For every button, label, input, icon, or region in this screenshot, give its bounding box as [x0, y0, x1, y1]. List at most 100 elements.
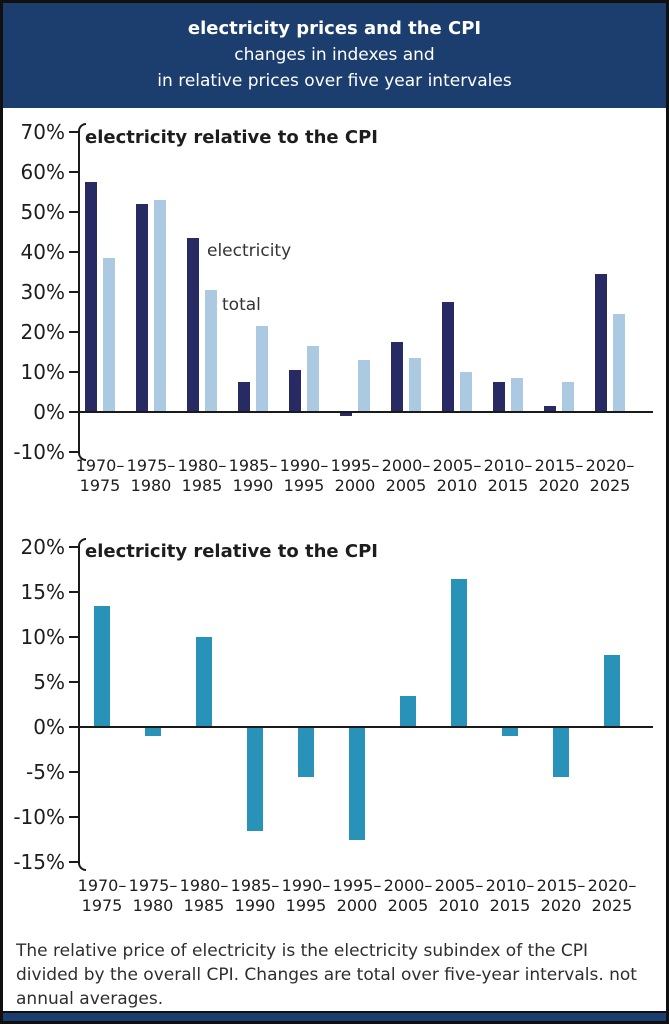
bar-total: [103, 258, 115, 412]
bar-electricity: [493, 382, 505, 412]
chart-index-changes: electricity relative to the CPI 70% 60% 50…: [3, 115, 666, 507]
bar-total: [256, 326, 268, 412]
bar-electricity-relative-to-the-CPI: [553, 727, 569, 777]
bar-total: [562, 382, 574, 412]
y-tick-label: 40%: [20, 240, 65, 264]
x-category-label: 1975– 1980: [126, 456, 176, 495]
bar-electricity-relative-to-the-CPI: [196, 637, 212, 727]
x-category-label: 1975– 1980: [128, 876, 178, 915]
y-axis-tick: [69, 546, 78, 548]
y-axis-tick: [69, 681, 78, 683]
bar-electricity: [136, 204, 148, 412]
x-category-label: 2020– 2025: [585, 456, 635, 495]
y-tick-label: 30%: [20, 280, 65, 304]
y-axis-tick: [69, 771, 78, 773]
bar-electricity-relative-to-the-CPI: [145, 727, 161, 736]
y-axis-tick: [69, 291, 78, 293]
y-axis-tick: [69, 211, 78, 213]
y-tick-label: 60%: [20, 160, 65, 184]
y-axis-tick: [69, 411, 78, 413]
y-axis-tick: [69, 371, 78, 373]
y-axis-tick: [69, 131, 78, 133]
bar-total: [205, 290, 217, 412]
x-category-label: 2015– 2020: [534, 456, 584, 495]
y-tick-label: -10%: [13, 440, 65, 464]
x-axis-baseline: [78, 726, 653, 728]
bar-electricity: [391, 342, 403, 412]
y-axis-tick: [69, 591, 78, 593]
y-axis-tick: [69, 331, 78, 333]
y-axis-bottom-hook: [78, 862, 86, 871]
y-tick-label: 20%: [20, 320, 65, 344]
x-category-label: 1995– 2000: [332, 876, 382, 915]
y-tick-label: 10%: [20, 625, 65, 649]
bar-total: [511, 378, 523, 412]
y-axis-bottom-hook: [78, 452, 86, 461]
header-subtitle-line1: changes in indexes and: [234, 45, 435, 65]
y-tick-label: 70%: [20, 120, 65, 144]
y-tick-label: 10%: [20, 360, 65, 384]
y-tick-label: 50%: [20, 200, 65, 224]
header-title: electricity prices and the CPI: [187, 18, 482, 39]
y-axis-tick: [69, 726, 78, 728]
series-label-total: total: [222, 295, 261, 315]
y-axis-tick: [69, 251, 78, 253]
bar-electricity: [340, 412, 352, 416]
bar-electricity: [289, 370, 301, 412]
x-category-label: 1970– 1975: [75, 456, 125, 495]
bar-electricity-relative-to-the-CPI: [451, 578, 467, 727]
bar-total: [613, 314, 625, 412]
bar-electricity: [238, 382, 250, 412]
bar-total: [358, 360, 370, 412]
y-tick-label: 0%: [33, 715, 65, 739]
x-category-label: 2015– 2020: [536, 876, 586, 915]
x-category-label: 2005– 2010: [432, 456, 482, 495]
bar-electricity-relative-to-the-CPI: [349, 727, 365, 840]
y-tick-label: -10%: [13, 805, 65, 829]
y-axis-tick: [69, 451, 78, 453]
x-category-label: 1980– 1985: [177, 456, 227, 495]
bar-electricity-relative-to-the-CPI: [298, 727, 314, 777]
x-category-label: 1990– 1995: [281, 876, 331, 915]
y-axis-tick: [69, 171, 78, 173]
x-category-label: 2005– 2010: [434, 876, 484, 915]
bar-electricity: [85, 182, 97, 412]
footnote: The relative price of electricity is the…: [16, 941, 637, 1009]
bar-electricity-relative-to-the-CPI: [604, 655, 620, 727]
y-tick-label: 0%: [33, 400, 65, 424]
bar-total: [307, 346, 319, 412]
bar-total: [154, 200, 166, 412]
chart-inner-title: electricity relative to the CPI: [85, 127, 378, 148]
y-tick-label: -15%: [13, 850, 65, 874]
y-axis-top-hook: [78, 538, 86, 547]
x-category-label: 2010– 2015: [485, 876, 535, 915]
y-tick-label: 20%: [20, 535, 65, 559]
y-axis-line: [78, 132, 80, 452]
x-category-label: 1990– 1995: [279, 456, 329, 495]
bar-electricity: [187, 238, 199, 412]
bar-electricity: [442, 302, 454, 412]
header-subtitle-line2: in relative prices over five year interv…: [157, 71, 512, 91]
bar-electricity-relative-to-the-CPI: [247, 727, 263, 831]
bar-electricity-relative-to-the-CPI: [94, 605, 110, 727]
bar-electricity-relative-to-the-CPI: [502, 727, 518, 736]
x-category-label: 2020– 2025: [587, 876, 637, 915]
y-tick-label: 5%: [33, 670, 65, 694]
header-banner: electricity prices and the CPI changes i…: [3, 3, 666, 108]
y-axis-tick: [69, 816, 78, 818]
bar-total: [460, 372, 472, 412]
chart-inner-title: electricity relative to the CPI: [85, 541, 378, 562]
y-tick-label: 15%: [20, 580, 65, 604]
x-category-label: 1980– 1985: [179, 876, 229, 915]
x-category-label: 1985– 1990: [230, 876, 280, 915]
bar-electricity: [544, 406, 556, 412]
bar-electricity: [595, 274, 607, 412]
bottom-strip: [3, 1011, 666, 1021]
bar-total: [409, 358, 421, 412]
x-category-label: 1995– 2000: [330, 456, 380, 495]
x-category-label: 2000– 2005: [383, 876, 433, 915]
x-category-label: 2010– 2015: [483, 456, 533, 495]
chart-relative-price-changes: electricity relative to the CPI 20% 15% 10…: [3, 525, 666, 935]
x-category-label: 1970– 1975: [77, 876, 127, 915]
